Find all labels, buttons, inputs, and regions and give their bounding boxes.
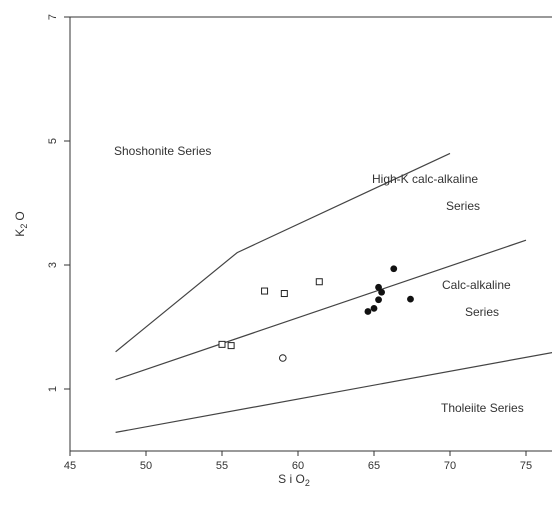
x-tick-label: 70: [444, 460, 456, 472]
data-point-open-circle: [279, 354, 287, 362]
x-axis-title: S i O2: [278, 472, 310, 488]
data-point-open-square: [261, 287, 269, 295]
x-tick-label: 75: [520, 460, 532, 472]
y-tick-label: 7: [47, 14, 59, 20]
data-points: [218, 265, 414, 362]
data-point-filled-circle: [375, 296, 382, 304]
y-axis-ticks: 1 3 5 7: [47, 14, 70, 392]
data-point-filled-circle: [375, 283, 382, 291]
region-label-tholeiite: Tholeiite Series: [441, 401, 524, 415]
x-axis-ticks: 45 50 55 60 65 70 75: [64, 451, 532, 472]
boundary-line-highk-calcalkaline: [115, 239, 527, 381]
x-tick-label: 45: [64, 460, 76, 472]
region-label-calcalkaline-series: Series: [465, 305, 499, 319]
data-point-open-square: [218, 340, 226, 348]
data-point-open-square: [315, 278, 323, 286]
data-point-filled-circle: [364, 308, 372, 315]
y-axis-title: K2O: [13, 211, 29, 236]
series-boundaries: [115, 152, 552, 433]
region-label-highk-series: Series: [446, 199, 480, 213]
boundary-line-shoshonite-highk: [115, 152, 451, 353]
x-tick-label: 65: [368, 460, 380, 472]
data-point-open-square: [227, 342, 235, 350]
y-tick-label: 1: [47, 386, 59, 392]
data-point-filled-circle: [390, 265, 398, 273]
region-label-shoshonite: Shoshonite Series: [114, 144, 211, 158]
boundary-line-calcalkaline-tholeiite: [115, 351, 552, 433]
x-tick-label: 60: [292, 460, 304, 472]
data-point-filled-circle: [378, 288, 385, 296]
x-tick-label: 55: [216, 460, 228, 472]
data-point-filled-circle: [370, 305, 378, 312]
plot-frame: [69, 16, 552, 452]
region-label-calcalkaline: Calc-alkaline: [442, 278, 511, 292]
x-tick-label: 50: [140, 460, 152, 472]
y-tick-label: 3: [47, 262, 59, 268]
data-point-open-square: [280, 290, 288, 298]
y-tick-label: 5: [47, 138, 59, 144]
region-label-highk: High-K calc-alkaline: [372, 172, 478, 186]
data-point-filled-circle: [407, 295, 414, 303]
